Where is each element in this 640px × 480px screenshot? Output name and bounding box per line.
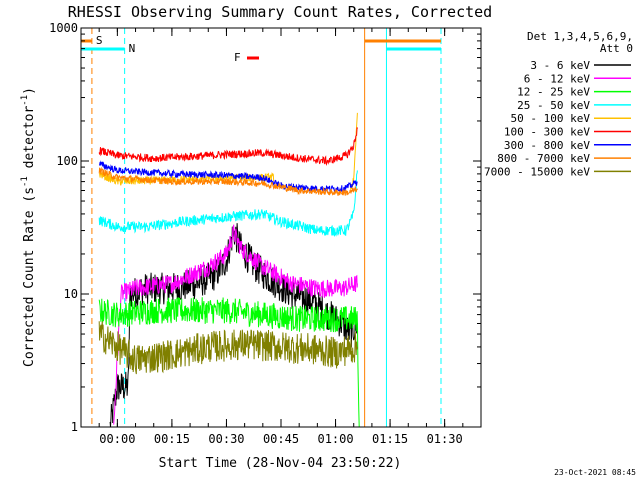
x-tick-label: 00:30 <box>208 432 244 446</box>
saa-label: S <box>96 34 103 47</box>
legend-label-7: 800 - 7000 keV <box>497 152 590 165</box>
y-axis-label-sup2: -1 <box>20 95 30 106</box>
y-axis-label-mid: detector <box>22 106 37 177</box>
y-tick-label: 10 <box>64 287 78 301</box>
y-tick-label: 1000 <box>49 21 78 35</box>
x-axis-label: Start Time (28-Nov-04 23:50:22) <box>159 456 402 471</box>
x-tick-label: 01:30 <box>427 432 463 446</box>
timestamp: 23-Oct-2021 08:45 <box>554 468 636 477</box>
legend-label-8: 7000 - 15000 keV <box>484 165 590 178</box>
series-line-7 <box>98 166 358 196</box>
legend-label-4: 50 - 100 keV <box>511 112 591 125</box>
y-axis-label-main: Corrected Count Rate (s <box>22 187 37 367</box>
legend-header-line-2: Att 0 <box>600 42 633 55</box>
legend-label-3: 25 - 50 keV <box>517 99 590 112</box>
series-line-3 <box>98 170 358 237</box>
plot-area <box>81 28 442 427</box>
y-tick-label: 100 <box>56 154 78 168</box>
y-axis-label-sup1: -1 <box>20 176 30 187</box>
series-line-8 <box>98 321 358 375</box>
legend-label-0: 3 - 6 keV <box>530 59 590 72</box>
series-line-2 <box>98 297 360 427</box>
x-tick-label: 00:45 <box>263 432 299 446</box>
series-line-5 <box>98 127 358 166</box>
y-axis-label-end: ) <box>22 87 37 95</box>
legend-label-6: 300 - 800 keV <box>504 139 590 152</box>
legend-label-2: 12 - 25 keV <box>517 86 590 99</box>
x-tick-label: 01:00 <box>317 432 353 446</box>
legend-label-1: 6 - 12 keV <box>524 72 591 85</box>
legend-header-line-1: Det 1,3,4,5,6,9, <box>527 30 633 43</box>
y-axis-label: Corrected Count Rate (s-1 detector-1) <box>20 87 37 367</box>
x-tick-label: 01:15 <box>372 432 408 446</box>
flare-label: F <box>234 51 241 64</box>
x-tick-label: 00:15 <box>154 432 190 446</box>
night-label: N <box>129 42 136 55</box>
legend-label-5: 100 - 300 keV <box>504 126 590 139</box>
y-tick-label: 1 <box>71 420 78 434</box>
x-tick-label: 00:00 <box>99 432 135 446</box>
series-line-1 <box>113 224 358 425</box>
chart-title: RHESSI Observing Summary Count Rates, Co… <box>68 3 492 21</box>
series-line-6 <box>98 160 358 194</box>
